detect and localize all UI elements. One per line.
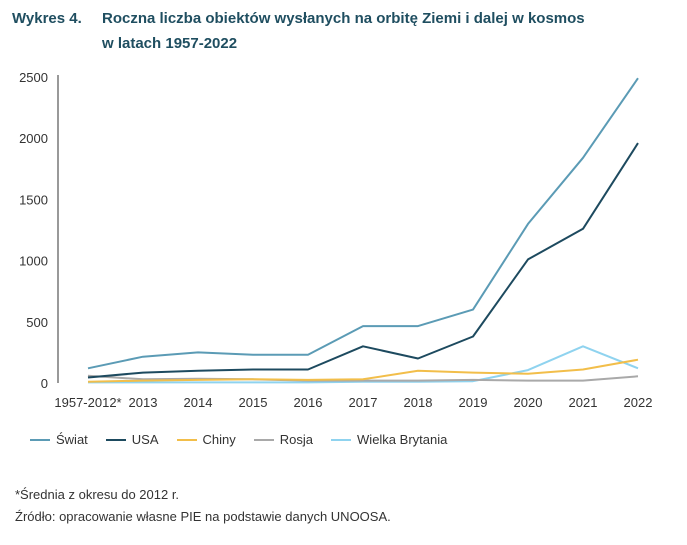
line-chart: 0 500 1000 1500 2000 2500 1957-2012* 2013 2014 20…	[19, 70, 652, 410]
axis-layer: 0 500 1000 1500 2000 2500 1957-2012* 2013 2014 20…	[19, 70, 652, 410]
legend-item: USA	[105, 432, 159, 447]
series-line-wielka-brytania	[88, 345, 639, 384]
chart-legend: Świat USA Chiny Rosja Wielka Brytania	[30, 432, 447, 447]
y-tick-label: 500	[26, 315, 48, 330]
y-tick-label: 1000	[19, 254, 48, 269]
legend-swatch	[331, 438, 352, 441]
x-tick-label: 2019	[459, 395, 488, 410]
legend-swatch	[253, 438, 274, 441]
x-tick-label: 2021	[569, 395, 598, 410]
y-tick-label: 1500	[19, 192, 48, 207]
series-line-usa	[87, 142, 639, 379]
legend-swatch	[30, 438, 50, 441]
notes: *Średnia z okresu do 2012 r. Źródło: opr…	[15, 484, 391, 528]
figure-label: Wykres 4.	[12, 10, 82, 27]
x-tick-label: 2014	[184, 395, 213, 410]
legend-label: Świat	[56, 432, 88, 447]
legend-label: Wielka Brytania	[357, 432, 448, 447]
legend-label: Rosja	[279, 432, 314, 447]
series-line-świat	[87, 77, 639, 370]
footnote: *Średnia z okresu do 2012 r.	[15, 487, 180, 502]
x-tick-label: 2016	[294, 395, 323, 410]
legend-swatch	[176, 438, 197, 441]
legend-item: Świat	[30, 432, 88, 447]
x-tick-label: 2018	[404, 395, 433, 410]
source-note: Źródło: opracowanie własne PIE na podsta…	[15, 509, 391, 524]
legend-item: Chiny	[176, 432, 236, 447]
series-layer	[87, 77, 639, 384]
x-tick-label: 2017	[349, 395, 378, 410]
chart-title-line-1: Roczna liczba obiektów wysłanych na orbi…	[102, 10, 585, 27]
chart-title-line-2: w latach 1957-2022	[102, 35, 238, 52]
x-tick-label: 2015	[239, 395, 268, 410]
x-tick-label: 2013	[129, 395, 158, 410]
y-tick-label: 2500	[19, 70, 48, 85]
legend-item: Rosja	[253, 432, 314, 447]
series-line-chiny	[87, 358, 639, 383]
y-tick-label: 0	[41, 376, 48, 391]
y-tick-label: 2000	[19, 131, 48, 146]
legend-swatch	[105, 438, 126, 441]
series-line-rosja	[87, 374, 639, 382]
x-tick-label: 1957-2012*	[54, 395, 121, 410]
x-tick-label: 2022	[624, 395, 653, 410]
legend-label: Chiny	[202, 432, 236, 447]
x-tick-label: 2020	[514, 395, 543, 410]
legend-label: USA	[131, 432, 159, 447]
legend-item: Wielka Brytania	[331, 432, 447, 447]
chart-title: Roczna liczba obiektów wysłanych na orbi…	[102, 6, 662, 56]
